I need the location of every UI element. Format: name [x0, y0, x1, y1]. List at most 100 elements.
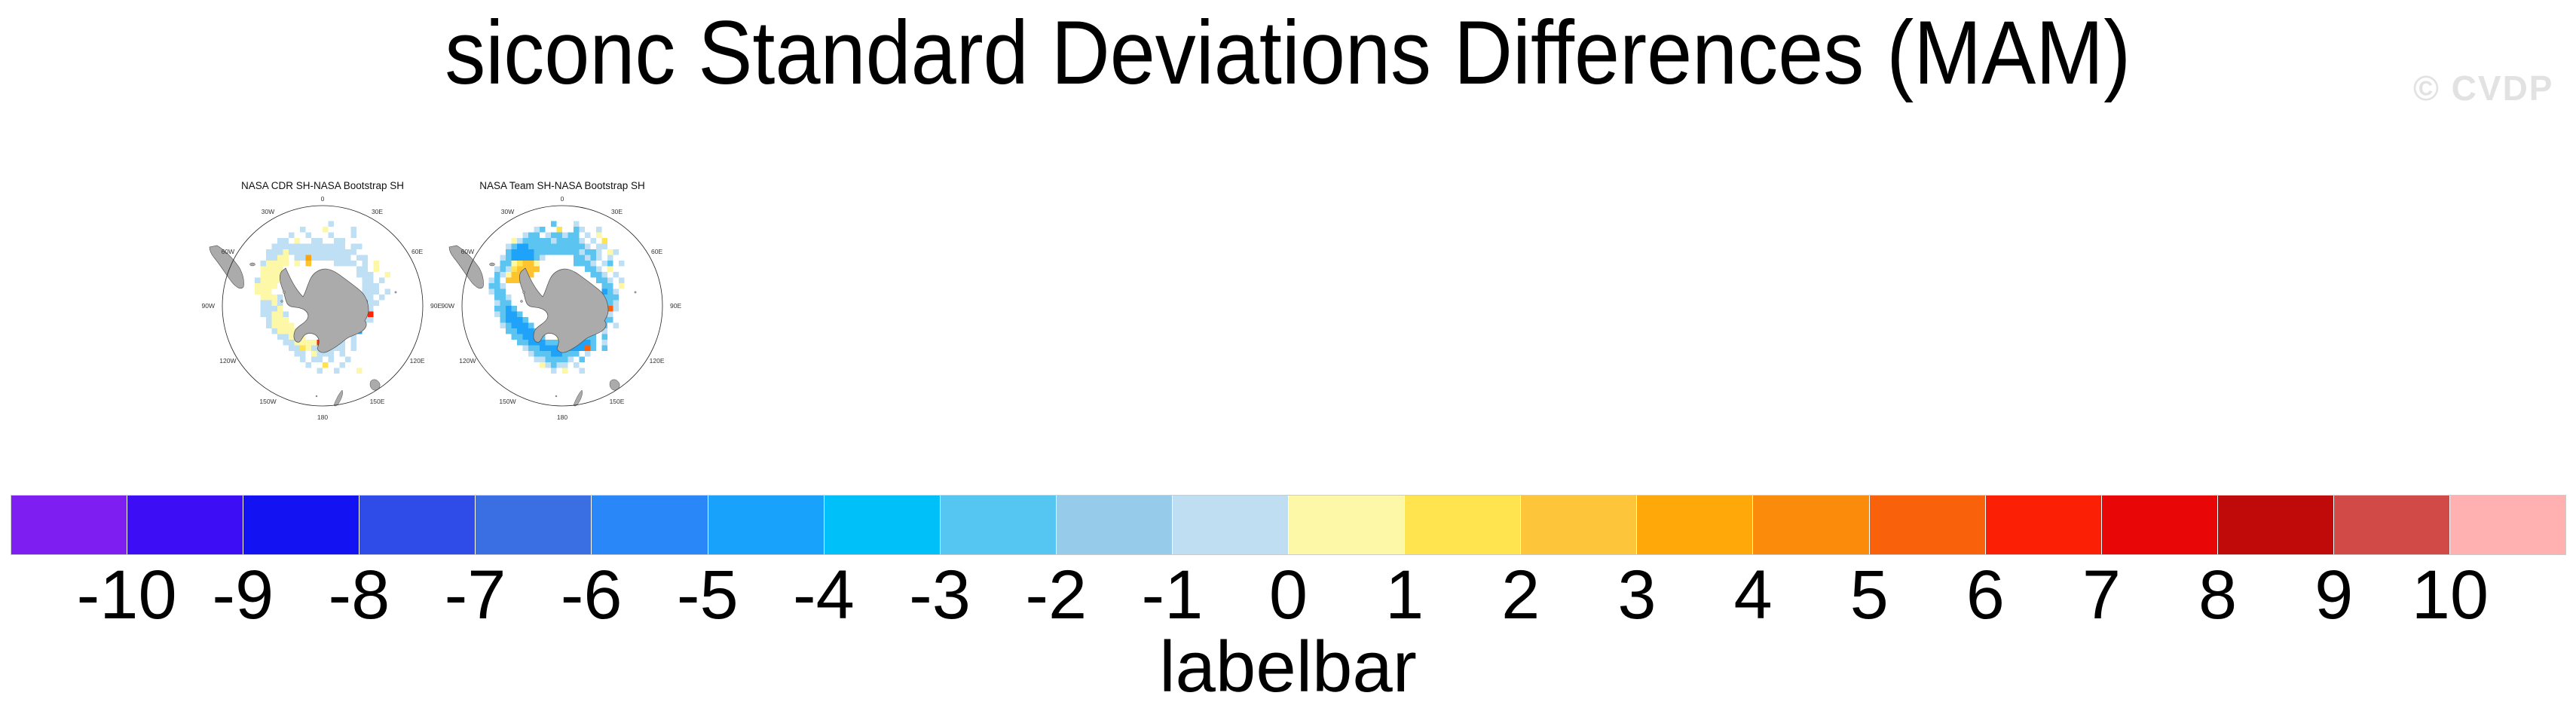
grid-cell: [545, 351, 551, 357]
grid-cell: [317, 255, 323, 261]
lon-label-30w: 30W: [262, 208, 274, 215]
grid-cell: [339, 362, 345, 368]
grid-cell: [506, 277, 512, 283]
grid-cell: [511, 277, 517, 283]
grid-cell: [585, 261, 591, 267]
grid-cell: [494, 294, 500, 301]
labelbar-box: [708, 496, 825, 554]
grid-cell: [528, 232, 534, 238]
grid-cell: [317, 249, 323, 255]
grid-cell: [334, 249, 340, 255]
grid-cell: [522, 334, 528, 340]
labelbar-tick-label: 4: [1733, 557, 1773, 633]
labelbar-tick-label: -6: [560, 557, 623, 633]
grid-cell: [517, 311, 523, 317]
grid-cell: [551, 243, 557, 249]
lon-label-120e: 120E: [410, 357, 425, 365]
grid-cell: [368, 311, 374, 317]
grid-cell: [585, 232, 591, 238]
labelbar-tick-label: 1: [1385, 557, 1424, 633]
grid-cell: [260, 300, 266, 306]
grid-cell: [517, 238, 523, 244]
grid-cell: [500, 283, 506, 289]
labelbar-tick-label: 9: [2314, 557, 2354, 633]
grid-cell: [311, 238, 317, 244]
labelbar-tick-label: -8: [328, 557, 390, 633]
labelbar-tick-label: -4: [793, 557, 855, 633]
grid-cell: [328, 243, 334, 249]
grid-cell: [305, 249, 311, 255]
grid-cell: [601, 283, 607, 289]
grid-cell: [311, 255, 317, 261]
grid-cell: [528, 243, 534, 249]
land-layer: [209, 245, 397, 407]
grid-cell: [506, 255, 512, 261]
grid-cell: [585, 340, 591, 346]
grid-cell: [277, 311, 283, 317]
grid-cell: [300, 249, 306, 255]
grid-cell: [551, 345, 557, 351]
grid-cell: [350, 227, 356, 233]
grid-cell: [289, 249, 295, 255]
grid-cell: [339, 345, 345, 351]
grid-cell: [511, 328, 517, 334]
grid-cell: [277, 249, 283, 255]
grid-cell: [311, 351, 317, 357]
grid-cell: [601, 272, 607, 278]
grid-cell: [260, 283, 266, 289]
grid-cell: [266, 300, 272, 306]
grid-cell: [568, 238, 574, 244]
grid-cell: [305, 362, 311, 368]
lon-label-60e: 60E: [651, 248, 662, 255]
grid-cell: [283, 261, 289, 267]
labelbar-tick-label: 6: [1966, 557, 2005, 633]
grid-cell: [494, 311, 500, 317]
grid-cell: [289, 328, 295, 334]
lon-label-180: 180: [317, 413, 328, 421]
grid-cell: [601, 243, 607, 249]
labelbar-box: [2101, 496, 2218, 554]
grid-cell: [317, 351, 323, 357]
grid-cell: [283, 317, 289, 323]
grid-cell: [596, 232, 602, 238]
grid-cell: [534, 351, 540, 357]
grid-cell: [511, 261, 517, 267]
grid-cell: [619, 283, 625, 289]
grid-cell: [506, 294, 512, 301]
grid-cell: [300, 340, 306, 346]
grid-cell: [266, 317, 272, 323]
map-panel-2: 0 30E 60E 90E 120E 150E 180 150W 120W 90…: [442, 195, 682, 421]
grid-cell: [568, 351, 574, 357]
grid-cell: [540, 351, 546, 357]
grid-cell: [494, 288, 500, 294]
grid-cell: [294, 255, 300, 261]
grid-cell: [562, 243, 568, 249]
grid-cell: [511, 272, 517, 278]
grid-cell: [545, 238, 551, 244]
grid-cell: [323, 243, 329, 249]
grid-cell: [534, 227, 540, 233]
grid-cell: [607, 266, 613, 272]
grid-cell: [271, 272, 277, 278]
lon-label-120w: 120W: [219, 357, 236, 365]
grid-cell: [596, 272, 602, 278]
grid-cell: [596, 277, 602, 283]
grid-cell: [540, 345, 546, 351]
grid-cell: [506, 266, 512, 272]
labelbar-tick-label: 3: [1617, 557, 1657, 633]
grid-cell: [556, 351, 562, 357]
grid-cell: [534, 266, 540, 272]
grid-cell: [545, 356, 551, 362]
labelbar-tick-label: -9: [212, 557, 274, 633]
grid-cell: [528, 334, 534, 340]
grid-cell: [328, 351, 334, 357]
grid-cell: [260, 272, 266, 278]
grid-cell: [334, 261, 340, 267]
grid-cell: [277, 243, 283, 249]
grid-cell: [317, 238, 323, 244]
map-boundary-circle: [461, 205, 663, 407]
labelbar-tick-label: -2: [1025, 557, 1088, 633]
labelbar-tick-label: 5: [1849, 557, 1889, 633]
grid-cell: [300, 227, 306, 233]
grid-cell: [528, 272, 534, 278]
